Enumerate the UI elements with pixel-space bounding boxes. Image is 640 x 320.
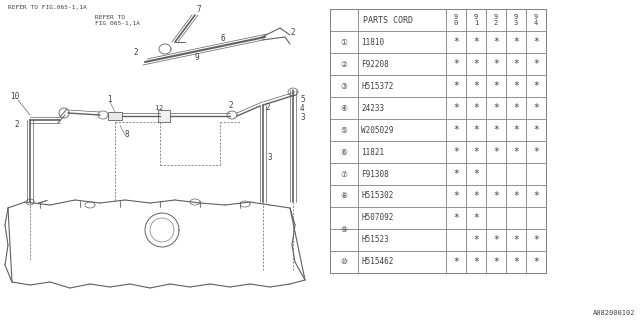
Text: 3: 3 xyxy=(267,153,271,162)
Text: *: * xyxy=(493,81,499,91)
Text: F92208: F92208 xyxy=(361,60,388,68)
Text: *: * xyxy=(493,125,499,135)
Text: *: * xyxy=(453,125,459,135)
Text: *: * xyxy=(513,191,519,201)
Text: ⑧: ⑧ xyxy=(340,191,348,201)
Text: *: * xyxy=(533,147,539,157)
Text: 2: 2 xyxy=(14,120,19,129)
Text: *: * xyxy=(473,235,479,245)
Text: REFER TO
FIG 065-1,1A: REFER TO FIG 065-1,1A xyxy=(95,15,140,26)
Text: 1: 1 xyxy=(107,95,111,104)
Text: ②: ② xyxy=(340,60,348,68)
Text: *: * xyxy=(513,147,519,157)
Text: H51523: H51523 xyxy=(361,236,388,244)
Text: ⑨: ⑨ xyxy=(340,225,348,234)
Text: 2: 2 xyxy=(228,101,232,110)
Text: 2: 2 xyxy=(158,105,163,111)
Bar xyxy=(330,9,546,273)
Text: *: * xyxy=(473,125,479,135)
Text: *: * xyxy=(453,213,459,223)
Text: *: * xyxy=(493,103,499,113)
Bar xyxy=(108,112,122,120)
Text: *: * xyxy=(493,147,499,157)
Text: ③: ③ xyxy=(340,82,348,91)
Text: H515302: H515302 xyxy=(361,191,394,201)
Text: *: * xyxy=(533,235,539,245)
Text: 1: 1 xyxy=(154,105,158,111)
Text: 2: 2 xyxy=(265,103,269,112)
Text: ⑤: ⑤ xyxy=(340,125,348,134)
Text: *: * xyxy=(493,235,499,245)
Text: *: * xyxy=(473,213,479,223)
Text: ①: ① xyxy=(340,37,348,46)
Text: *: * xyxy=(493,37,499,47)
Text: *: * xyxy=(473,169,479,179)
Text: 6: 6 xyxy=(220,34,225,43)
Text: *: * xyxy=(513,103,519,113)
Text: *: * xyxy=(513,81,519,91)
Text: *: * xyxy=(493,257,499,267)
Text: *: * xyxy=(473,257,479,267)
Text: *: * xyxy=(513,257,519,267)
Text: *: * xyxy=(473,191,479,201)
Text: 11810: 11810 xyxy=(361,37,384,46)
Text: *: * xyxy=(513,37,519,47)
Text: *: * xyxy=(493,191,499,201)
Text: *: * xyxy=(453,37,459,47)
Text: *: * xyxy=(533,59,539,69)
Text: 2: 2 xyxy=(133,48,138,57)
Text: ⑩: ⑩ xyxy=(340,258,348,267)
Text: 9
2: 9 2 xyxy=(494,14,498,26)
Text: 9
0: 9 0 xyxy=(454,14,458,26)
Bar xyxy=(158,110,170,122)
Text: PARTS CORD: PARTS CORD xyxy=(363,15,413,25)
Text: *: * xyxy=(533,37,539,47)
Text: *: * xyxy=(473,103,479,113)
Text: *: * xyxy=(473,59,479,69)
Text: *: * xyxy=(493,59,499,69)
Text: *: * xyxy=(453,81,459,91)
Text: *: * xyxy=(533,257,539,267)
Text: *: * xyxy=(453,191,459,201)
Text: *: * xyxy=(453,103,459,113)
Text: *: * xyxy=(513,59,519,69)
Text: *: * xyxy=(533,81,539,91)
Text: 8: 8 xyxy=(124,130,129,139)
Text: 9
4: 9 4 xyxy=(534,14,538,26)
Text: 9: 9 xyxy=(194,53,198,62)
Text: *: * xyxy=(473,147,479,157)
Text: A082000102: A082000102 xyxy=(593,310,635,316)
Text: 9
3: 9 3 xyxy=(514,14,518,26)
Text: *: * xyxy=(533,125,539,135)
Text: H515462: H515462 xyxy=(361,258,394,267)
Text: ④: ④ xyxy=(340,103,348,113)
Text: *: * xyxy=(533,103,539,113)
Text: *: * xyxy=(453,257,459,267)
Text: 10: 10 xyxy=(10,92,19,101)
Text: 7: 7 xyxy=(196,5,200,14)
Text: H507092: H507092 xyxy=(361,213,394,222)
Text: *: * xyxy=(513,125,519,135)
Text: *: * xyxy=(453,59,459,69)
Text: *: * xyxy=(453,147,459,157)
Text: *: * xyxy=(473,81,479,91)
Text: *: * xyxy=(513,235,519,245)
Text: 4: 4 xyxy=(300,104,305,113)
Text: 2: 2 xyxy=(290,28,294,37)
Text: 9
1: 9 1 xyxy=(474,14,478,26)
Text: F91308: F91308 xyxy=(361,170,388,179)
Text: 5: 5 xyxy=(300,95,305,104)
Text: *: * xyxy=(473,37,479,47)
Text: 24233: 24233 xyxy=(361,103,384,113)
Text: 11821: 11821 xyxy=(361,148,384,156)
Text: REFER TO FIG.065-1,1A: REFER TO FIG.065-1,1A xyxy=(8,5,87,10)
Text: H515372: H515372 xyxy=(361,82,394,91)
Text: ⑥: ⑥ xyxy=(340,148,348,156)
Text: 3: 3 xyxy=(300,113,305,122)
Text: W205029: W205029 xyxy=(361,125,394,134)
Text: *: * xyxy=(453,169,459,179)
Text: ⑦: ⑦ xyxy=(340,170,348,179)
Text: *: * xyxy=(533,191,539,201)
